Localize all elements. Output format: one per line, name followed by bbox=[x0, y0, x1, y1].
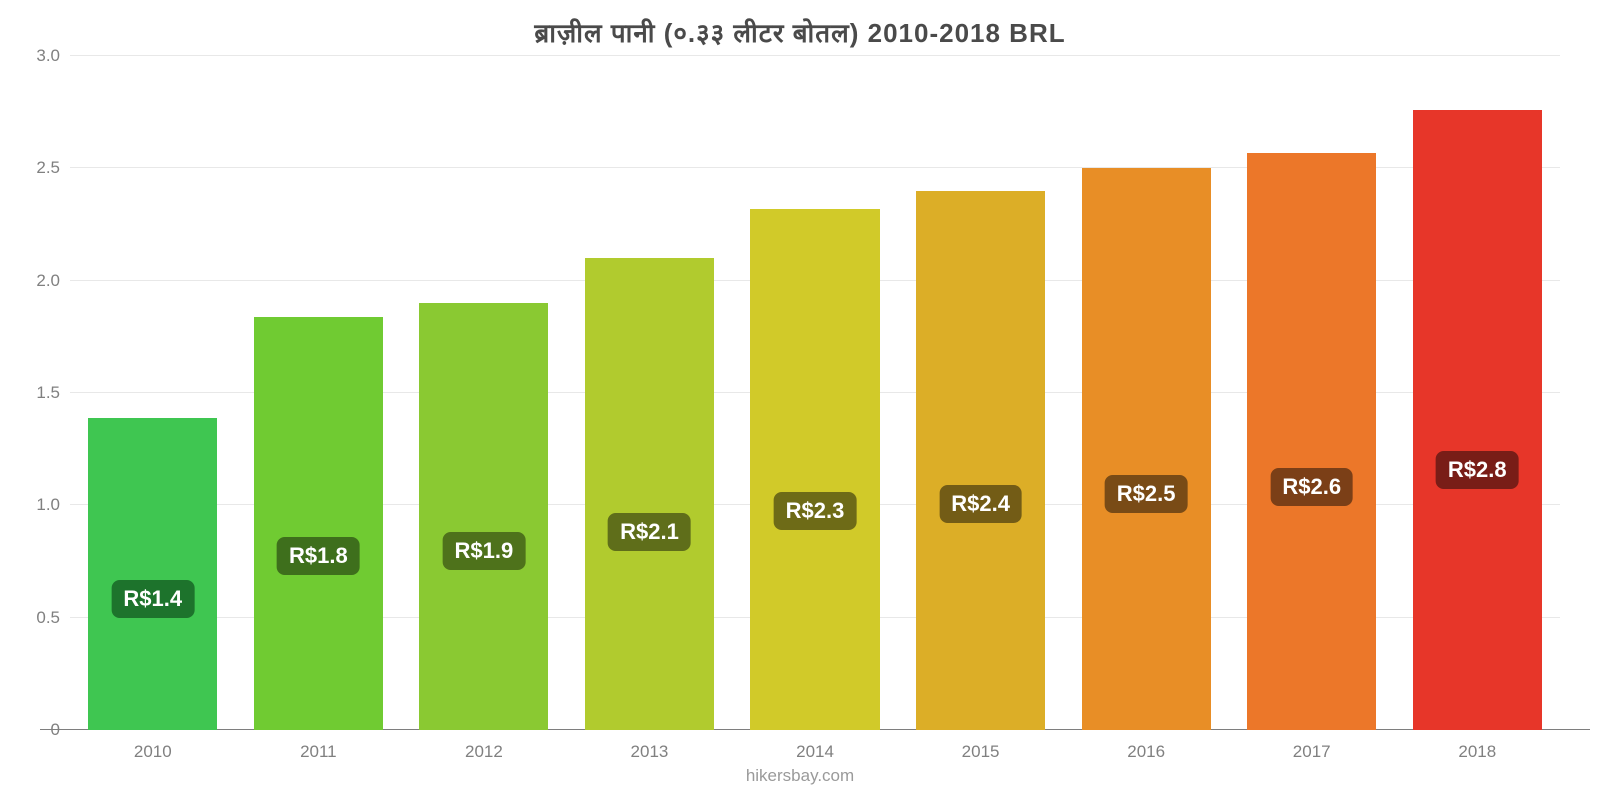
bar-slot: R$2.62017 bbox=[1229, 56, 1395, 730]
x-tick-label: 2017 bbox=[1293, 730, 1331, 762]
plot-area: 00.51.01.52.02.53.0 R$1.42010R$1.82011R$… bbox=[70, 56, 1560, 730]
bars-container: R$1.42010R$1.82011R$1.92012R$2.12013R$2.… bbox=[70, 56, 1560, 730]
bar-value-label: R$1.8 bbox=[277, 537, 360, 575]
x-tick-label: 2015 bbox=[962, 730, 1000, 762]
bar-chart: ब्राज़ील पानी (०.३३ लीटर बोतल) 2010-2018… bbox=[0, 0, 1600, 800]
y-tick-label: 2.5 bbox=[36, 158, 70, 178]
bar: R$1.8 bbox=[254, 317, 383, 730]
x-tick-label: 2012 bbox=[465, 730, 503, 762]
bar: R$2.5 bbox=[1082, 168, 1211, 730]
bar-value-label: R$1.4 bbox=[111, 580, 194, 618]
chart-title: ब्राज़ील पानी (०.३३ लीटर बोतल) 2010-2018… bbox=[0, 14, 1600, 50]
bar: R$1.9 bbox=[419, 303, 548, 730]
y-tick-label: 3.0 bbox=[36, 46, 70, 66]
bar: R$2.4 bbox=[916, 191, 1045, 730]
x-tick-label: 2013 bbox=[631, 730, 669, 762]
bar-slot: R$2.12013 bbox=[567, 56, 733, 730]
attribution: hikersbay.com bbox=[0, 766, 1600, 786]
bar: R$2.3 bbox=[750, 209, 879, 730]
bar: R$2.1 bbox=[585, 258, 714, 730]
bar-value-label: R$2.8 bbox=[1436, 451, 1519, 489]
bar-value-label: R$2.6 bbox=[1270, 468, 1353, 506]
bar-slot: R$2.42015 bbox=[898, 56, 1064, 730]
axis-line-right-extend bbox=[1560, 729, 1590, 730]
x-tick-label: 2014 bbox=[796, 730, 834, 762]
x-tick-label: 2018 bbox=[1458, 730, 1496, 762]
bar: R$2.6 bbox=[1247, 153, 1376, 730]
bar-value-label: R$2.1 bbox=[608, 513, 691, 551]
bar-value-label: R$2.4 bbox=[939, 485, 1022, 523]
bar-slot: R$2.82018 bbox=[1395, 56, 1561, 730]
y-tick-label: 1.0 bbox=[36, 495, 70, 515]
chart-title-text: ब्राज़ील पानी (०.३३ लीटर बोतल) 2010-2018… bbox=[534, 18, 1065, 48]
bar-value-label: R$2.3 bbox=[774, 492, 857, 530]
bar-value-label: R$1.9 bbox=[443, 532, 526, 570]
y-tick-label: 1.5 bbox=[36, 383, 70, 403]
y-tick-label: 0 bbox=[51, 720, 70, 740]
x-tick-label: 2016 bbox=[1127, 730, 1165, 762]
bar-slot: R$1.92012 bbox=[401, 56, 567, 730]
y-tick-label: 2.0 bbox=[36, 271, 70, 291]
x-tick-label: 2011 bbox=[300, 730, 337, 762]
bar-slot: R$1.42010 bbox=[70, 56, 236, 730]
bar-value-label: R$2.5 bbox=[1105, 475, 1188, 513]
attribution-text: hikersbay.com bbox=[746, 766, 854, 785]
bar-slot: R$2.52016 bbox=[1063, 56, 1229, 730]
y-tick-label: 0.5 bbox=[36, 608, 70, 628]
bar-slot: R$2.32014 bbox=[732, 56, 898, 730]
bar-slot: R$1.82011 bbox=[236, 56, 402, 730]
bar: R$2.8 bbox=[1413, 110, 1542, 730]
bar: R$1.4 bbox=[88, 418, 217, 730]
x-tick-label: 2010 bbox=[134, 730, 172, 762]
